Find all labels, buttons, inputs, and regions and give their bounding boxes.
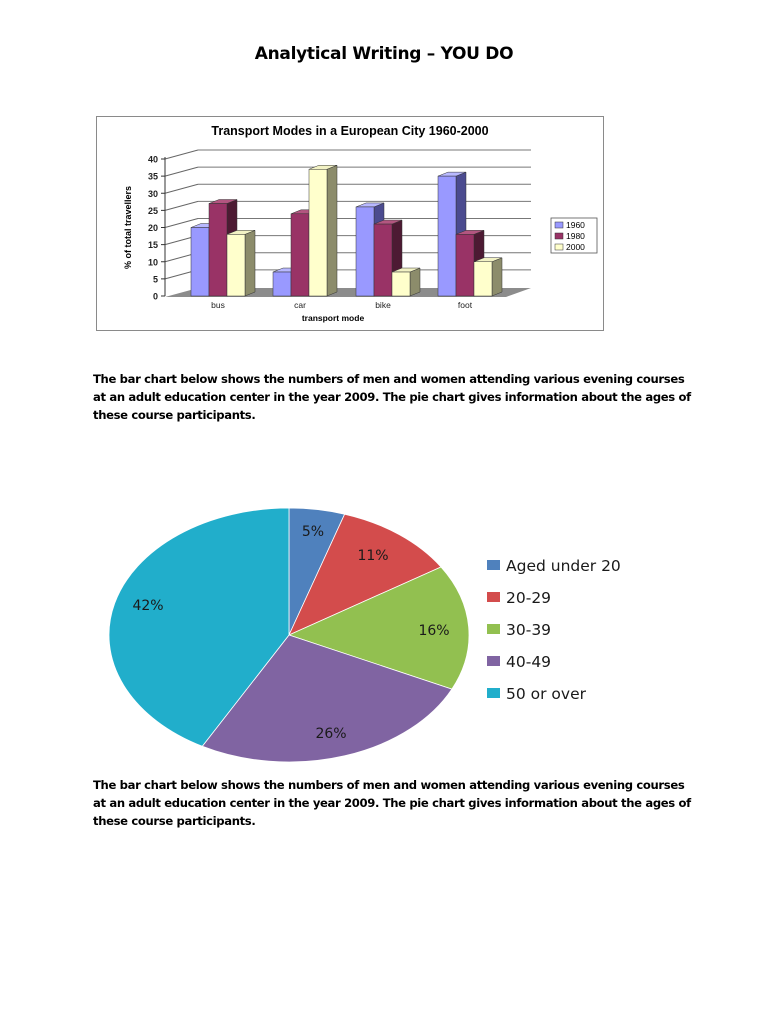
age-pie-chart: 5% 11% 16% 26% 42% Aged under 20 20-29 30-39 40-… [100,500,700,770]
pie-slice-50-or-over [108,507,290,747]
legend-label: 40-49 [506,653,551,671]
bar-foot-2000 [473,257,503,297]
page-title: Analytical Writing – YOU DO [254,44,514,64]
y-tick-label: 35 [148,172,158,182]
y-tick-label: 40 [148,155,158,165]
y-tick-label: 30 [148,189,158,199]
legend-swatch [487,688,500,698]
legend-label-1960: 1960 [566,220,585,230]
task-paragraph-2: The bar chart below shows the numbers of… [93,778,691,828]
legend-label-1980: 1980 [566,231,585,241]
legend-label: 20-29 [506,589,551,607]
legend-label: 50 or over [506,685,587,703]
legend-swatch [487,592,500,602]
pie-chart-canvas: 5% 11% 16% 26% 42% Aged under 20 20-29 30-39 40-… [108,507,621,763]
pie-legend: Aged under 20 20-29 30-39 40-49 50 or over [487,557,621,703]
x-axis-label: transport mode [302,313,365,323]
legend-label: 30-39 [506,621,551,639]
legend-swatch [487,624,500,634]
bar-car-2000 [308,164,338,297]
x-tick-car: car [294,300,306,310]
y-tick-label: 20 [148,223,158,233]
task-paragraph-1: The bar chart below shows the numbers of… [93,372,691,422]
legend-label-2000: 2000 [566,242,585,252]
bar-bus-2000 [226,229,256,297]
pie-data-label: 16% [418,623,449,639]
legend-swatch-1980 [554,232,564,240]
transport-bar-chart: Transport Modes in a European City 1960-… [96,116,604,331]
y-tick-label: 15 [148,240,158,250]
y-tick-label: 0 [153,292,158,302]
pie-data-label: 42% [132,598,163,614]
y-tick-label: 5 [153,274,158,284]
bar-chart-title: Transport Modes in a European City 1960-… [211,124,488,138]
legend-swatch-2000 [554,243,564,251]
y-axis-label: % of total travellers [123,186,133,269]
legend-label: Aged under 20 [506,557,621,575]
y-tick-label: 10 [148,257,158,267]
pie-slice-30-39 [287,566,470,690]
pie-data-label: 26% [315,726,346,742]
legend-swatch [487,560,500,570]
bar-chart-canvas: Transport Modes in a European City 1960-… [123,124,598,323]
legend-swatch [487,656,500,666]
pie-slice-20-29 [288,513,442,636]
pie-data-label: 11% [357,548,388,564]
x-tick-bike: bike [375,300,391,310]
x-tick-foot: foot [458,300,473,310]
y-tick-label: 25 [148,206,158,216]
pie-data-label: 5% [302,524,324,540]
bar-bike-2000 [391,267,421,297]
x-tick-bus: bus [211,300,225,310]
legend-swatch-1960 [554,221,564,229]
